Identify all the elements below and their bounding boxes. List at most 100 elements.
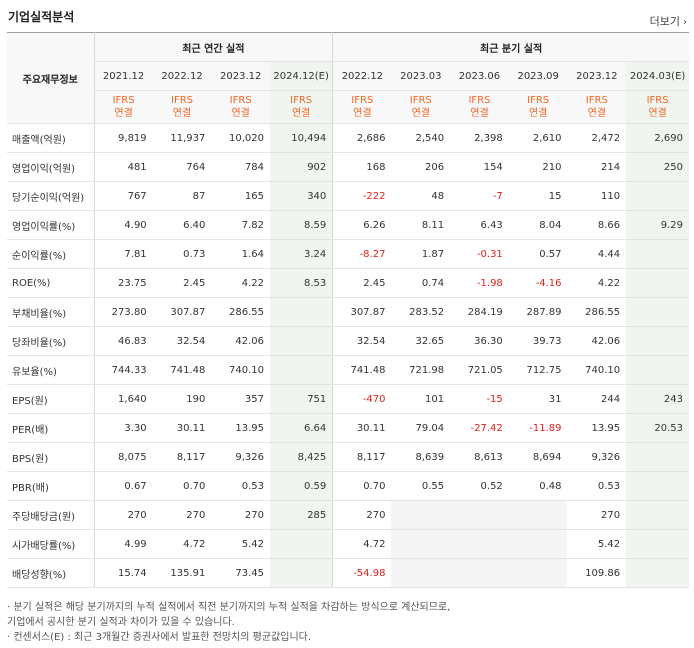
accounting-basis-header: IFRS 연결 [94,90,153,124]
table-cell: 39.73 [508,326,568,356]
table-cell: 31 [508,384,568,414]
table-cell: 3.24 [270,239,334,269]
table-cell: 9,326 [567,442,627,472]
table-cell: 168 [332,152,392,182]
basis-label: 연결 [528,108,548,119]
table-cell: 250 [626,152,689,182]
table-cell: 2,398 [450,123,509,153]
table-cell: 13.95 [567,413,627,443]
table-cell: 357 [211,384,271,414]
table-cell [508,529,568,559]
table-cell: 11,937 [152,123,212,153]
row-label: 시가배당률(%) [7,529,95,559]
footnote-1: · 분기 실적은 해당 분기까지의 누적 실적에서 직전 분기까지의 누적 실적… [7,602,451,613]
table-cell: 764 [152,152,212,182]
basis-label: 연결 [470,108,489,119]
row-label: 순이익률(%) [7,239,95,269]
period-header: 2023.12 [567,61,627,91]
table-cell: 9,326 [211,442,271,472]
table-cell: 0.74 [391,268,451,298]
accounting-basis-header: IFRS 연결 [391,90,451,124]
table-cell: 8.04 [508,210,568,240]
ifrs-label: IFRS [468,95,491,106]
basis-label: 연결 [291,108,311,119]
table-cell: -7 [450,181,509,211]
table-row: PER(배) 3.30 30.11 13.95 6.64 30.11 79.04 -27.42… [7,413,689,443]
table-cell: 283.52 [391,297,451,327]
table-cell: 6.64 [270,413,334,443]
table-cell: 3.30 [94,413,153,443]
table-cell: 2,472 [567,123,627,153]
table-cell: 154 [450,152,509,182]
accounting-basis-header: IFRS 연결 [567,90,627,124]
table-cell [626,268,689,298]
table-cell: 23.75 [94,268,153,298]
table-cell: -54.98 [332,558,392,588]
chevron-right-icon: › [683,17,687,28]
table-cell: 101 [391,384,451,414]
table-cell: 2,690 [626,123,689,153]
table-row: 당좌비율(%) 46.83 32.54 42.06 32.54 32.65 36.30 39.… [7,326,689,356]
basis-label: 연결 [411,108,430,119]
table-cell: 15 [508,181,568,211]
table-cell: 110 [567,181,627,211]
table-cell: 214 [567,152,627,182]
table-cell [270,558,334,588]
table-cell [626,529,689,559]
table-cell: 721.98 [391,355,451,385]
table-cell: 285 [270,500,334,530]
row-label: 부채비율(%) [7,297,95,327]
table-cell: 13.95 [211,413,271,443]
table-cell: 2,540 [391,123,451,153]
table-cell: 1.87 [391,239,451,269]
accounting-basis-header: IFRS 연결 [332,90,392,124]
more-link[interactable]: 더보기 › [650,13,687,29]
table-cell: 286.55 [211,297,271,327]
table-cell [626,326,689,356]
table-cell: 0.53 [567,471,627,501]
period-header: 2023.12 [211,61,271,91]
footnote-3: · 컨센서스(E) : 최근 3개월간 증권사에서 발표한 전망치의 평균값입니… [7,632,312,643]
table-cell: 0.70 [152,471,212,501]
table-cell: 8,075 [94,442,153,472]
table-cell: 712.75 [508,355,568,385]
table-cell: 4.72 [332,529,392,559]
table-cell: 721.05 [450,355,509,385]
table-cell [508,500,568,530]
table-cell: 0.53 [211,471,271,501]
table-cell [508,558,568,588]
table-cell: 8.66 [567,210,627,240]
row-label: PBR(배) [7,471,95,501]
table-cell [391,529,451,559]
table-cell: 740.10 [567,355,627,385]
row-label: 주당배당금(원) [7,500,95,530]
table-cell: 270 [211,500,271,530]
financial-table: 주요재무정보 최근 연간 실적 최근 분기 실적 2021.12 2022.12 2… [7,32,689,588]
row-label: 매출액(억원) [7,123,95,153]
basis-label: 연결 [114,108,133,119]
table-cell [450,500,509,530]
table-cell: 7.81 [94,239,153,269]
table-cell: 0.52 [450,471,509,501]
table-cell: 0.59 [270,471,334,501]
table-cell: 4.22 [567,268,627,298]
table-cell: 0.57 [508,239,568,269]
table-cell: 1,640 [94,384,153,414]
table-cell: 287.89 [508,297,568,327]
table-cell: 87 [152,181,212,211]
table-cell: 6.43 [450,210,509,240]
table-cell: 206 [391,152,451,182]
table-cell: 1.64 [211,239,271,269]
table-cell: -4.16 [508,268,568,298]
table-cell: 79.04 [391,413,451,443]
table-row: EPS(원) 1,640 190 357 751 -470 101 -15 31 244 243 [7,384,689,414]
table-cell: 0.70 [332,471,392,501]
table-cell: 8,117 [152,442,212,472]
row-label: 유보율(%) [7,355,95,385]
table-cell [391,558,451,588]
table-cell: 42.06 [211,326,271,356]
period-header: 2023.06 [450,61,509,91]
accounting-basis-header: IFRS 연결 [450,90,509,124]
table-cell [626,500,689,530]
period-header: 2022.12 [152,61,212,91]
